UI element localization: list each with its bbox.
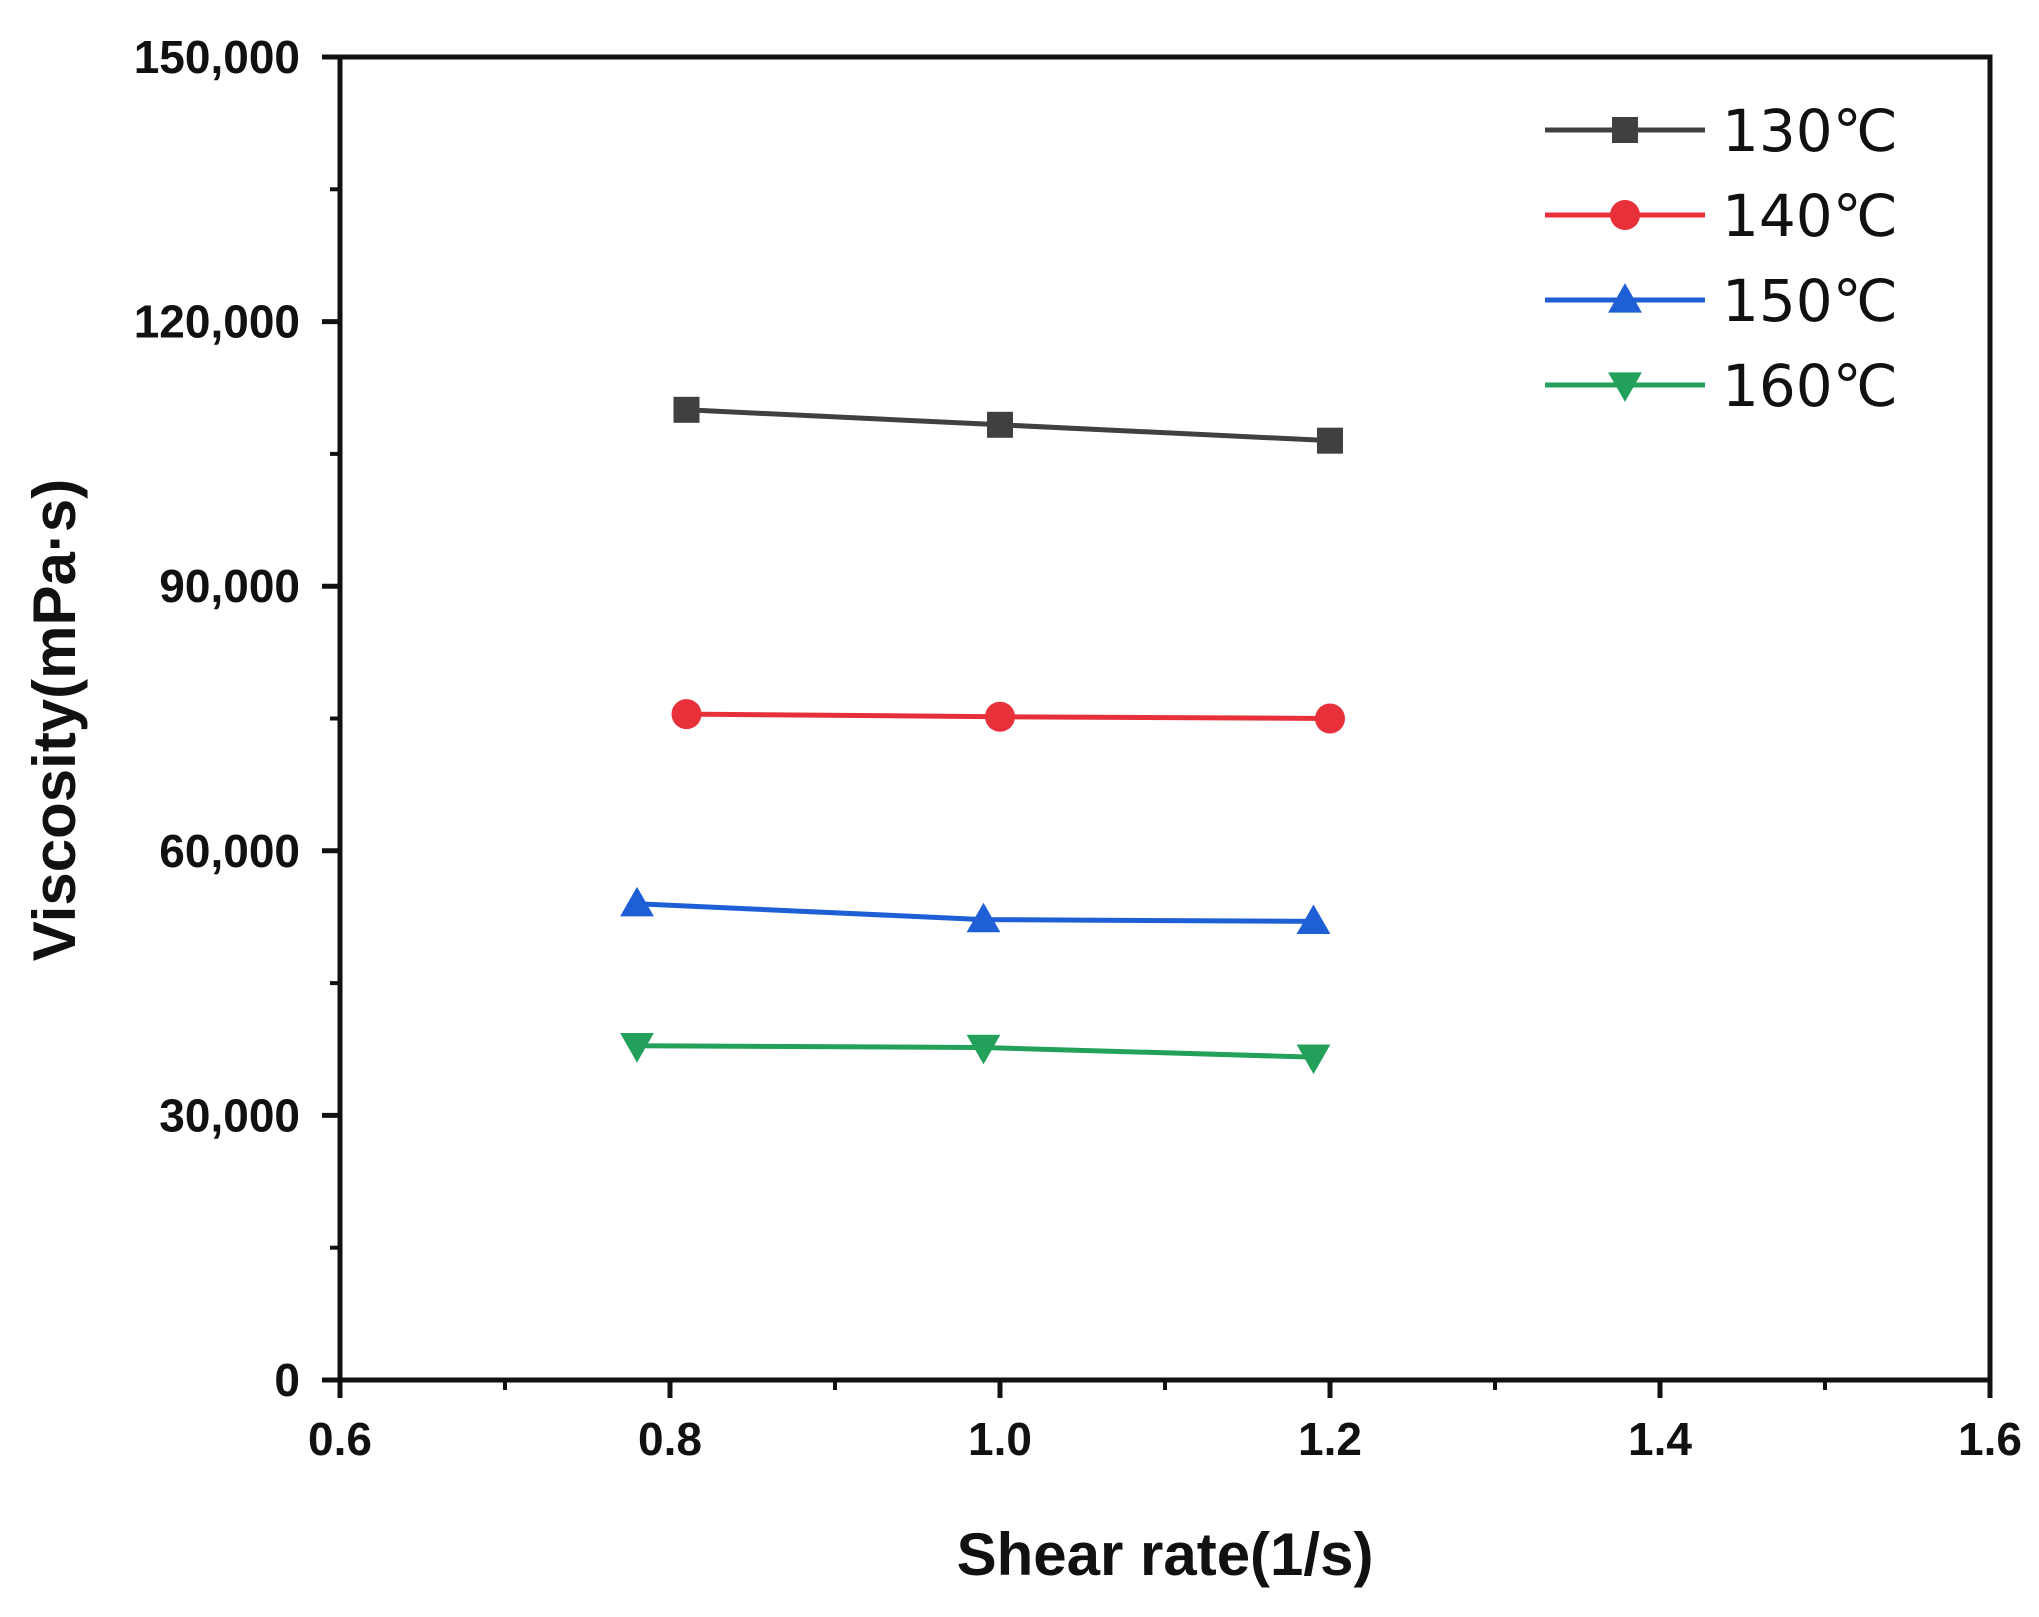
y-tick-label: 0 (274, 1354, 300, 1406)
y-tick-label: 120,000 (134, 296, 300, 348)
y-tick-label: 150,000 (134, 31, 300, 83)
series-1 (671, 699, 1345, 734)
data-point (620, 886, 654, 917)
series-layer (620, 396, 1345, 1075)
data-point (966, 1034, 1001, 1065)
x-tick-label: 1.6 (1958, 1413, 2022, 1465)
x-tick-label: 1.0 (968, 1413, 1032, 1465)
data-point (1315, 703, 1345, 734)
legend-item: 150℃ (1545, 267, 1898, 335)
legend-marker (1608, 283, 1642, 313)
data-point (620, 1033, 654, 1063)
y-tick-label: 90,000 (159, 560, 300, 612)
axes-layer: 0.6 0.8 1.0 1.2 1.4 1.6 0 30,000 60,000 90,000 120… (134, 31, 2022, 1465)
series-2 (620, 886, 1331, 935)
x-tick-label: 1.4 (1628, 1413, 1692, 1465)
x-tick-label: 0.6 (308, 1413, 372, 1465)
data-point (966, 902, 1001, 933)
x-tick-label: 1.2 (1298, 1413, 1362, 1465)
data-point (1296, 904, 1331, 935)
legend-label: 130℃ (1722, 97, 1898, 165)
series-0 (673, 396, 1343, 454)
data-point (671, 699, 702, 730)
data-point (673, 396, 700, 423)
legend-item: 140℃ (1545, 182, 1898, 250)
legend-item: 160℃ (1545, 352, 1898, 420)
data-point (987, 411, 1013, 438)
legend: 130℃ 140℃ 150℃ 160℃ (1545, 97, 1898, 420)
legend-item: 130℃ (1545, 97, 1898, 165)
legend-marker (1612, 117, 1638, 143)
legend-label: 140℃ (1722, 182, 1898, 250)
legend-marker (1608, 372, 1642, 402)
y-tick-label: 60,000 (159, 825, 300, 877)
x-tick-label: 0.8 (638, 1413, 702, 1465)
x-axis-title: Shear rate(1/s) (957, 1521, 1374, 1588)
y-tick-label: 30,000 (159, 1089, 300, 1141)
legend-marker (1610, 200, 1640, 230)
legend-label: 160℃ (1722, 352, 1898, 420)
y-axis-title: Viscosity(mPa·s) (21, 479, 88, 961)
data-point (1296, 1044, 1331, 1075)
data-point (1317, 427, 1343, 454)
data-point (985, 701, 1015, 732)
legend-label: 150℃ (1722, 267, 1898, 335)
series-3 (620, 1033, 1331, 1075)
